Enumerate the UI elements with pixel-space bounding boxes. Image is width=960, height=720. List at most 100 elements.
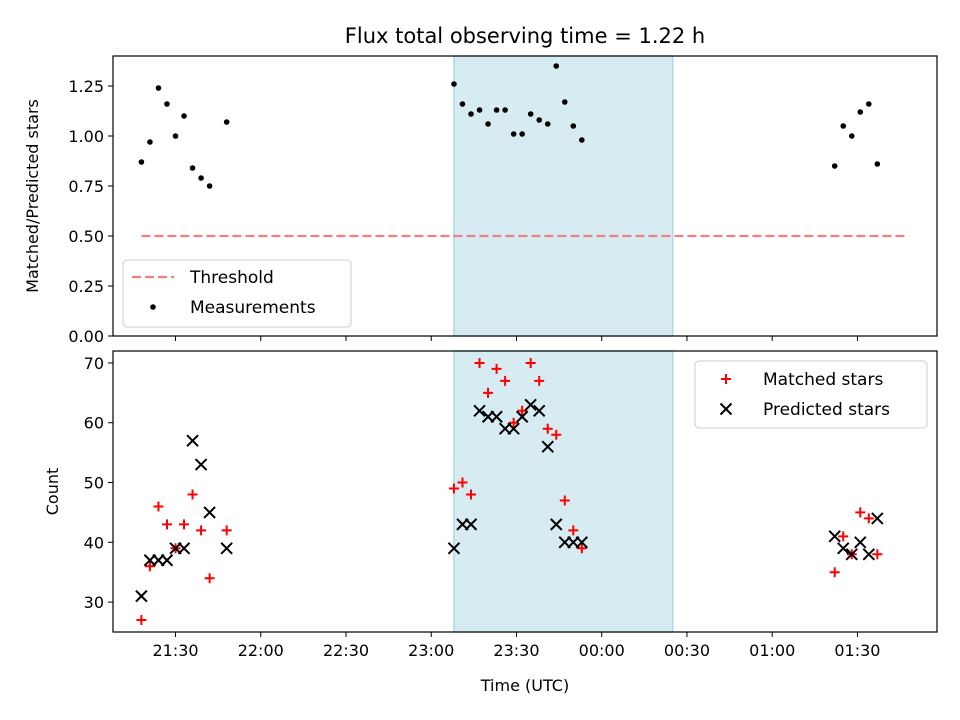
predicted-star-point bbox=[575, 536, 589, 549]
predicted-star-point bbox=[845, 548, 858, 561]
y-tick-label: 0.00 bbox=[68, 327, 104, 346]
measurement-point bbox=[519, 131, 525, 137]
predicted-star-point bbox=[532, 404, 546, 417]
x-tick-label: 22:00 bbox=[238, 641, 284, 660]
x-tick-label: 00:30 bbox=[664, 641, 710, 660]
matched-star-point bbox=[491, 363, 502, 374]
legend-matched-label: Matched stars bbox=[763, 370, 883, 390]
measurement-point bbox=[164, 101, 170, 107]
measurement-point bbox=[172, 133, 179, 139]
measurement-point bbox=[579, 137, 585, 143]
matched-star-point bbox=[838, 531, 849, 542]
predicted-star-point bbox=[862, 548, 876, 561]
x-tick-label: 00:00 bbox=[579, 641, 625, 660]
measurement-point bbox=[459, 101, 466, 107]
measurement-point bbox=[553, 63, 560, 69]
matched-star-point bbox=[179, 519, 190, 530]
matched-star-point bbox=[542, 423, 553, 434]
shaded-interval bbox=[453, 350, 674, 633]
x-tick-label: 23:30 bbox=[493, 641, 539, 660]
x-axis-label: Time (UTC) bbox=[480, 676, 569, 695]
matched-star-point bbox=[829, 567, 840, 578]
y-tick-label: 1.00 bbox=[68, 127, 104, 146]
predicted-star-point bbox=[447, 542, 461, 555]
matched-star-point bbox=[448, 483, 459, 494]
legend-box bbox=[694, 360, 928, 429]
predicted-star-point bbox=[854, 536, 867, 549]
measurement-point bbox=[485, 121, 491, 127]
predicted-star-point bbox=[490, 410, 503, 423]
x-tick-label: 01:30 bbox=[834, 641, 880, 660]
measurement-point bbox=[223, 119, 230, 125]
measurement-point bbox=[570, 123, 577, 129]
matched-star-point bbox=[466, 489, 477, 500]
matched-star-point bbox=[525, 357, 536, 368]
predicted-star-point bbox=[507, 422, 520, 435]
legend-measurements-swatch bbox=[150, 304, 156, 310]
y-tick-label: 40 bbox=[84, 533, 104, 552]
y-axis-label: Count bbox=[43, 468, 62, 516]
y-tick-label: 50 bbox=[84, 474, 104, 493]
predicted-star-point bbox=[515, 410, 529, 423]
legend-predicted-swatch bbox=[719, 402, 733, 416]
measurement-point bbox=[451, 81, 457, 87]
predicted-star-point bbox=[160, 554, 174, 567]
y-tick-label: 70 bbox=[84, 354, 104, 373]
measurement-point bbox=[874, 161, 881, 167]
measurement-point bbox=[206, 183, 213, 189]
matched-star-point bbox=[161, 519, 172, 530]
measurement-point bbox=[857, 109, 864, 115]
predicted-star-point bbox=[220, 542, 233, 555]
legend-predicted-label: Predicted stars bbox=[763, 400, 890, 420]
matched-star-point bbox=[204, 573, 215, 584]
matched-star-point bbox=[568, 525, 579, 536]
legend-measurements-label: Measurements bbox=[190, 298, 316, 318]
predicted-star-point bbox=[464, 518, 478, 531]
measurement-point bbox=[493, 107, 500, 113]
y-tick-label: 30 bbox=[84, 593, 104, 612]
predicted-star-point bbox=[550, 518, 563, 531]
matched-star-point bbox=[508, 417, 519, 428]
measurement-point bbox=[181, 113, 187, 119]
predicted-star-point bbox=[871, 512, 884, 525]
matched-star-point bbox=[187, 489, 198, 500]
legend-threshold-label: Threshold bbox=[189, 268, 274, 288]
measurement-point bbox=[831, 163, 838, 169]
matched-star-point bbox=[144, 561, 155, 572]
matched-star-point bbox=[534, 375, 545, 386]
predicted-star-point bbox=[203, 506, 216, 519]
measurement-point bbox=[476, 107, 483, 113]
matched-star-point bbox=[500, 375, 511, 386]
legend-matched-swatch bbox=[721, 374, 731, 384]
predicted-star-point bbox=[135, 589, 148, 603]
predicted-star-point bbox=[828, 530, 841, 543]
top-panel: 0.00 0.25 0.50 0.75 1.00 1.25 Matched/Predicte… bbox=[23, 55, 938, 346]
predicted-star-point bbox=[473, 404, 486, 417]
y-axis-label: Matched/Predicted stars bbox=[23, 99, 42, 293]
x-tick-label: 01:00 bbox=[749, 641, 795, 660]
measurement-point bbox=[502, 107, 508, 113]
matched-star-point bbox=[457, 477, 468, 488]
measurement-point bbox=[840, 123, 847, 129]
matched-star-point bbox=[153, 501, 164, 512]
bottom-panel: 21:30 22:00 22:30 23:00 23:30 00:00 00:30 01:00… bbox=[43, 350, 938, 660]
y-tick-label: 0.50 bbox=[68, 227, 104, 246]
measurement-point bbox=[468, 111, 474, 117]
measurement-point bbox=[155, 85, 162, 91]
y-tick-label: 1.25 bbox=[68, 77, 104, 96]
measurement-point bbox=[536, 117, 543, 123]
matched-star-point bbox=[483, 387, 494, 398]
measurement-point bbox=[848, 133, 855, 139]
matched-star-point bbox=[196, 525, 207, 536]
predicted-star-point bbox=[177, 542, 191, 555]
predicted-star-point bbox=[194, 458, 208, 471]
measurement-point bbox=[147, 139, 153, 145]
matched-star-point bbox=[872, 549, 883, 560]
matched-star-point bbox=[474, 357, 485, 368]
matched-star-point bbox=[221, 525, 232, 536]
measurement-point bbox=[189, 165, 196, 171]
y-tick-label: 60 bbox=[84, 414, 104, 433]
matched-star-point bbox=[855, 507, 866, 518]
shaded-interval bbox=[453, 55, 674, 337]
